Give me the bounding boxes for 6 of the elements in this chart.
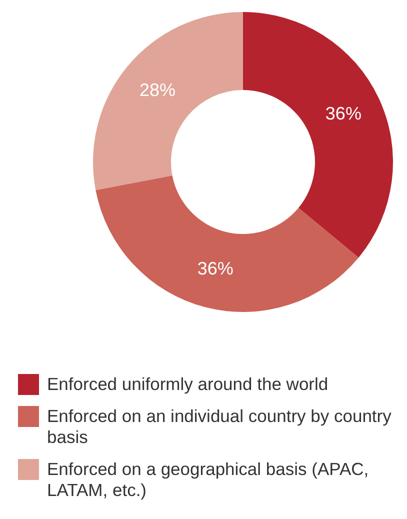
legend-label: Enforced on an individual country by country basis — [47, 406, 392, 448]
legend-label: Enforced uniformly around the world — [47, 374, 328, 395]
legend-label: Enforced on a geographical basis (APAC, LATAM, etc.) — [47, 459, 370, 501]
data-label: 36% — [325, 104, 362, 124]
data-label: 36% — [197, 258, 234, 278]
data-label: 28% — [139, 80, 176, 100]
